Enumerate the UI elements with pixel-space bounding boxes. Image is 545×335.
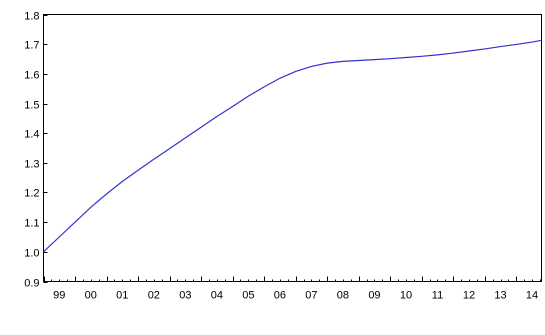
- x-tick-label: 00: [85, 290, 97, 302]
- x-tick-label: 11: [432, 290, 443, 302]
- x-tick-label: 13: [494, 290, 506, 302]
- x-tick-label: 09: [368, 290, 380, 302]
- y-tick-label: 1.3: [24, 159, 39, 171]
- y-tick-label: 1.8: [24, 11, 39, 23]
- y-tick-label: 1.6: [24, 70, 39, 82]
- x-tick-label: 06: [274, 290, 286, 302]
- y-tick-label: 1.7: [24, 40, 39, 52]
- x-tick-label: 99: [53, 290, 65, 302]
- y-tick-label: 0.9: [24, 278, 39, 290]
- x-tick-label: 08: [337, 290, 349, 302]
- x-tick-label: 04: [211, 290, 223, 302]
- series-line: [43, 39, 542, 253]
- x-tick-label: 14: [526, 290, 538, 302]
- x-tick-label: 01: [116, 290, 128, 302]
- y-tick-label: 1.1: [24, 218, 39, 230]
- x-tick-label: 10: [400, 290, 412, 302]
- y-tick-label: 1.5: [24, 100, 39, 112]
- x-tick-label: 12: [463, 290, 475, 302]
- plot-frame: [43, 14, 542, 282]
- y-tick-label: 1.2: [24, 188, 39, 200]
- y-tick-label: 1.0: [24, 248, 39, 260]
- y-axis: 0.9 1.0 1.1 1.2 1.3 1.4 1.5 1.6 1.7 1.8: [24, 11, 48, 290]
- x-tick-label: 05: [242, 290, 254, 302]
- y-tick-label: 1.4: [24, 129, 39, 141]
- x-tick-label: 03: [179, 290, 191, 302]
- x-axis: 99 00 01 02 03 04 05 06 07 08 09 10 11 12 13 14: [44, 276, 541, 302]
- x-tick-label: 07: [305, 290, 317, 302]
- x-tick-label: 02: [148, 290, 160, 302]
